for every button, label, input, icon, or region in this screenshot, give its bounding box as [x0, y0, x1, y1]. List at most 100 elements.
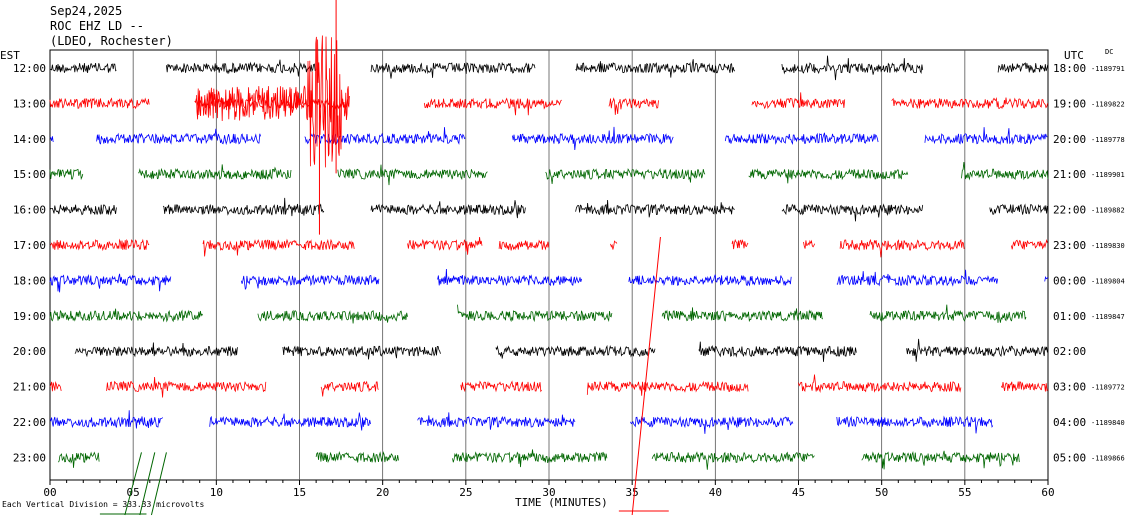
- trace-segment: [724, 132, 879, 146]
- trace-segment: [1044, 276, 1049, 282]
- trace-segment: [989, 203, 1048, 215]
- network-name: (LDEO, Rochester): [50, 34, 173, 48]
- trace-segment: [661, 307, 823, 323]
- trace-segment: [575, 59, 736, 78]
- trace-segment: [49, 410, 164, 429]
- trace-segment: [49, 204, 117, 216]
- drift-line: [150, 452, 167, 516]
- trace-segment: [202, 238, 355, 257]
- trace-segment: [452, 449, 608, 468]
- trace-segment: [162, 197, 325, 217]
- right-timezone-label: UTC: [1064, 49, 1084, 62]
- scale-note: Each Vertical Division = 333.33 microvol…: [2, 500, 205, 509]
- trace-segment: [74, 342, 238, 358]
- local-time-label: 15:00: [13, 168, 46, 181]
- chart-date: Sep24,2025: [50, 4, 123, 18]
- dc-offset-label: -1189778: [1091, 136, 1125, 144]
- dc-offset-label: -1189901: [1091, 171, 1125, 179]
- trace-segment: [961, 162, 1049, 181]
- trace-segment: [96, 128, 261, 146]
- dc-offset-label: -1189840: [1091, 419, 1125, 427]
- x-tick-label: 55: [958, 486, 971, 499]
- utc-time-label: 22:00: [1053, 204, 1086, 217]
- drift-line: [124, 452, 142, 516]
- trace-segment: [138, 164, 292, 181]
- trace-segment: [751, 92, 846, 110]
- x-tick-label: 20: [376, 486, 389, 499]
- trace-segment: [315, 450, 399, 464]
- trace-segment: [49, 136, 54, 143]
- trace-segment: [698, 341, 857, 362]
- dc-offset-label: -1189804: [1091, 277, 1125, 285]
- trace-segment: [748, 168, 909, 184]
- trace-segment: [861, 450, 1020, 470]
- utc-time-label: 01:00: [1053, 310, 1086, 323]
- trace-segment: [49, 381, 62, 392]
- trace-segment: [49, 238, 150, 252]
- trace-segment: [630, 415, 794, 434]
- x-tick-label: 45: [792, 486, 805, 499]
- x-tick-label: 40: [709, 486, 722, 499]
- trace-segment: [495, 344, 656, 359]
- left-timezone-label: EST: [0, 49, 20, 62]
- trace-segment: [49, 62, 117, 74]
- trace-segment: [575, 199, 735, 218]
- local-time-label: 16:00: [13, 204, 46, 217]
- trace-segment: [304, 127, 466, 146]
- trace-segment: [836, 269, 998, 287]
- trace-segment: [839, 238, 965, 258]
- local-time-label: 14:00: [13, 133, 46, 146]
- trace-segment: [457, 304, 613, 323]
- trace-segment: [257, 309, 408, 324]
- trace-segment: [512, 126, 674, 151]
- x-tick-label: 25: [459, 486, 472, 499]
- x-tick-label: 15: [293, 486, 306, 499]
- trace-segment: [49, 168, 84, 181]
- station-code: ROC EHZ LD --: [50, 19, 144, 33]
- trace-segment: [651, 451, 815, 470]
- x-tick-label: 35: [626, 486, 639, 499]
- local-time-label: 23:00: [13, 451, 46, 464]
- trace-segment: [370, 200, 526, 219]
- dc-offset-label: -1189847: [1091, 313, 1125, 321]
- trace-segment: [437, 268, 582, 287]
- trace-segment: [49, 273, 172, 293]
- trace-segment: [240, 274, 380, 290]
- local-time-label: 22:00: [13, 416, 46, 429]
- dc-offset-label: -1189830: [1091, 242, 1125, 250]
- x-tick-label: 10: [210, 486, 223, 499]
- x-tick-label: 00: [43, 486, 56, 499]
- utc-time-label: 05:00: [1053, 451, 1086, 464]
- x-tick-label: 05: [127, 486, 140, 499]
- dc-label: DC: [1105, 48, 1114, 56]
- trace-segment: [836, 415, 994, 434]
- utc-time-label: 23:00: [1053, 239, 1086, 252]
- trace-segment: [166, 59, 317, 77]
- trace-segment: [320, 380, 379, 397]
- trace-segment: [781, 203, 924, 222]
- trace-segment: [1011, 239, 1048, 250]
- utc-time-label: 03:00: [1053, 381, 1086, 394]
- utc-time-label: 18:00: [1053, 62, 1086, 75]
- local-time-label: 21:00: [13, 381, 46, 394]
- trace-segment: [798, 374, 962, 393]
- dc-offset-label: -1189882: [1091, 207, 1125, 215]
- trace-segment: [337, 164, 488, 186]
- trace-segment: [57, 451, 100, 468]
- trace-segment: [282, 345, 441, 360]
- trace-segment: [803, 239, 816, 249]
- trace-segment: [209, 412, 371, 431]
- local-time-label: 13:00: [13, 97, 46, 110]
- trace-segment: [49, 308, 204, 323]
- x-tick-label: 60: [1041, 486, 1054, 499]
- dc-offset-label: -1189822: [1091, 100, 1125, 108]
- trace-segment: [731, 238, 749, 250]
- trace-segment: [628, 274, 792, 287]
- dc-offset-label: -1189791: [1091, 65, 1125, 73]
- trace-segment: [781, 55, 924, 81]
- trace-segment: [498, 239, 550, 251]
- x-axis-title: TIME (MINUTES): [515, 496, 608, 509]
- trace-segment: [610, 240, 618, 250]
- local-time-label: 17:00: [13, 239, 46, 252]
